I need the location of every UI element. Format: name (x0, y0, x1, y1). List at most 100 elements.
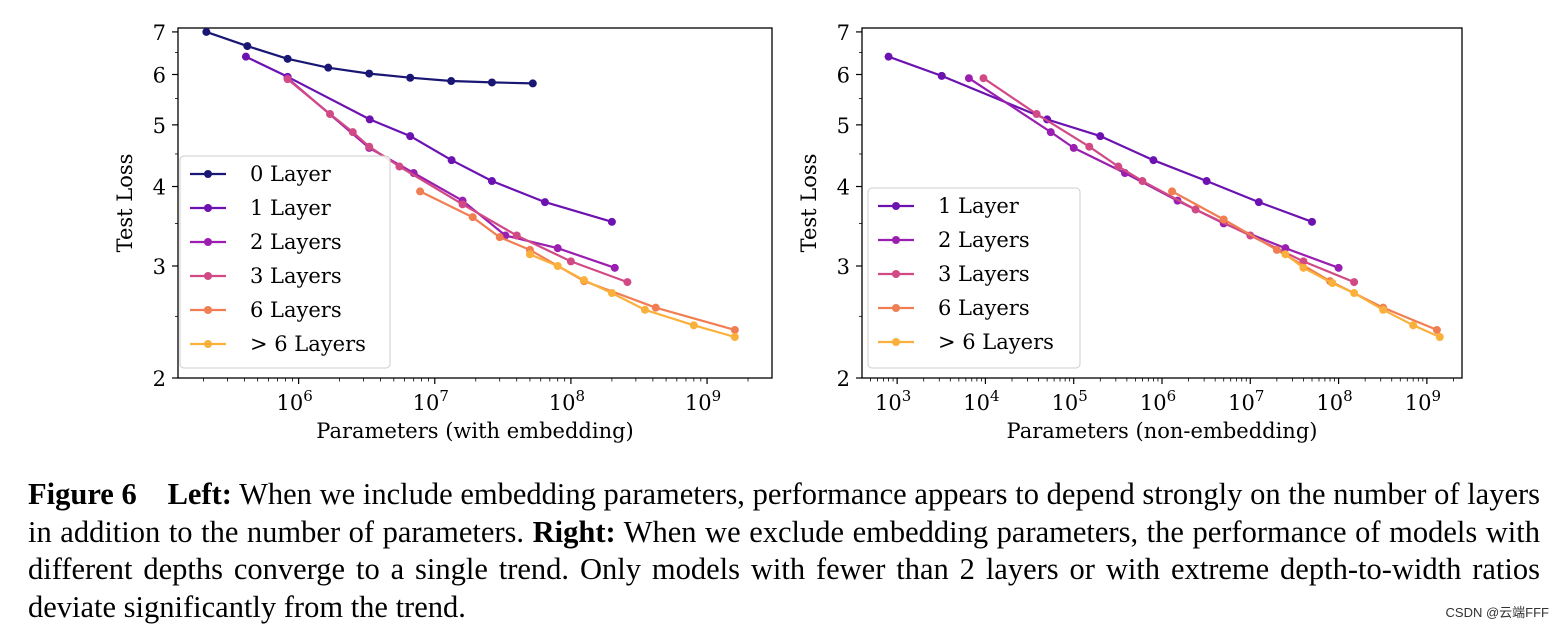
x-tick-label: 104 (963, 387, 999, 415)
data-point (689, 321, 698, 330)
data-point (487, 177, 496, 186)
y-tick-label: 7 (153, 21, 166, 45)
data-point (1168, 187, 1177, 196)
legend-entry: > 6 Layers (878, 330, 1054, 354)
legend-entry: 6 Layers (878, 296, 1030, 320)
y-tick-label: 7 (837, 21, 850, 45)
data-point (1308, 217, 1316, 226)
x-tick-exponent: 3 (902, 387, 912, 405)
legend-label: 6 Layers (938, 296, 1030, 320)
data-point (1138, 177, 1147, 186)
legend-marker (204, 170, 212, 178)
series-3-layers (283, 75, 632, 287)
data-point (495, 233, 504, 242)
legend-marker (892, 304, 900, 312)
legend-label: 2 Layers (938, 228, 1030, 252)
data-point (348, 128, 357, 137)
left-text: When we include embedding parameters, pe… (28, 477, 1541, 549)
left-label: Left: (167, 477, 232, 511)
data-point (365, 115, 374, 124)
y-tick-label: 5 (153, 114, 166, 138)
y-tick-label: 2 (153, 367, 166, 391)
series-line (245, 55, 613, 223)
data-point (1272, 245, 1281, 254)
y-tick-label: 4 (153, 176, 166, 200)
series-0-layer (202, 27, 537, 88)
legend-label: > 6 Layers (250, 332, 366, 356)
legend-marker (892, 270, 900, 278)
data-point (202, 27, 211, 36)
data-point (458, 200, 467, 209)
data-point (416, 187, 425, 196)
watermark: CSDN @云端FFF (1445, 605, 1549, 620)
data-point (1281, 244, 1290, 253)
data-point (623, 278, 632, 287)
data-point (283, 75, 292, 84)
legend-entry: 1 Layer (190, 196, 332, 220)
legend-marker (204, 238, 212, 246)
legend-marker (204, 272, 212, 280)
legend-label: > 6 Layers (938, 330, 1054, 354)
data-point (512, 231, 521, 240)
data-point (1350, 278, 1359, 287)
data-point (884, 52, 893, 61)
data-point (553, 261, 562, 270)
legend-label: 6 Layers (250, 298, 342, 322)
legend-label: 3 Layers (250, 264, 342, 288)
legend-marker (204, 340, 212, 348)
y-axis-label: Test Loss (113, 154, 137, 253)
data-point (607, 289, 616, 298)
data-point (1350, 289, 1359, 298)
data-point (1069, 143, 1078, 152)
data-point (1046, 128, 1055, 137)
data-point (1334, 263, 1343, 272)
x-tick-exponent: 7 (439, 387, 449, 405)
plot-frame (177, 27, 773, 379)
data-point (580, 276, 589, 285)
data-point (937, 71, 946, 80)
data-point (730, 332, 739, 341)
series-6-layers (525, 250, 739, 341)
x-tick-exponent: 6 (1167, 387, 1177, 405)
y-tick-label: 4 (837, 176, 850, 200)
data-point (243, 42, 252, 51)
data-point (406, 73, 415, 82)
series-1-layer (241, 52, 616, 226)
legend-box (867, 187, 1081, 369)
y-axis-label: Test Loss (797, 154, 821, 253)
data-point (1432, 325, 1441, 334)
data-point (1085, 142, 1094, 151)
series-6-layers (1281, 250, 1444, 341)
data-point (1202, 177, 1211, 186)
figure-charts: 2 3 4 5 6 7 106 107 108 109 Parameters (with embed… (113, 21, 1463, 443)
legend-marker (892, 338, 900, 346)
data-point (447, 156, 456, 165)
data-point (1299, 263, 1308, 272)
y-tick-label: 3 (153, 255, 166, 279)
x-tick-label: 108 (549, 387, 585, 415)
chart-right: 2 3 4 5 6 7 103 104 105 106 107 108 109 Parameters (n… (797, 21, 1463, 443)
data-point (640, 305, 649, 314)
series-6-layers (416, 187, 739, 334)
legend-entry: 6 Layers (190, 298, 342, 322)
y-tick-label: 5 (837, 114, 850, 138)
x-tick-label: 108 (1316, 387, 1352, 415)
x-tick-exponent: 5 (1078, 387, 1088, 405)
x-tick-label: 106 (1140, 387, 1176, 415)
x-tick-label: 103 (875, 387, 911, 415)
data-point (1191, 205, 1200, 214)
y-tick-label: 2 (837, 367, 850, 391)
data-point (566, 257, 575, 266)
legend-box (179, 155, 391, 369)
x-tick-label: 109 (685, 387, 721, 415)
legend-entry: 2 Layers (190, 230, 342, 254)
data-point (1254, 198, 1263, 207)
data-point (1114, 162, 1123, 171)
data-point (1032, 110, 1041, 119)
data-point (447, 77, 456, 86)
legend: 0 Layer 1 Layer 2 Layers 3 Layers 6 Layers > … (179, 155, 391, 369)
x-tick-exponent: 8 (1343, 387, 1353, 405)
data-point (1435, 332, 1444, 341)
legend-entry: 0 Layer (190, 162, 332, 186)
x-tick-exponent: 8 (575, 387, 585, 405)
